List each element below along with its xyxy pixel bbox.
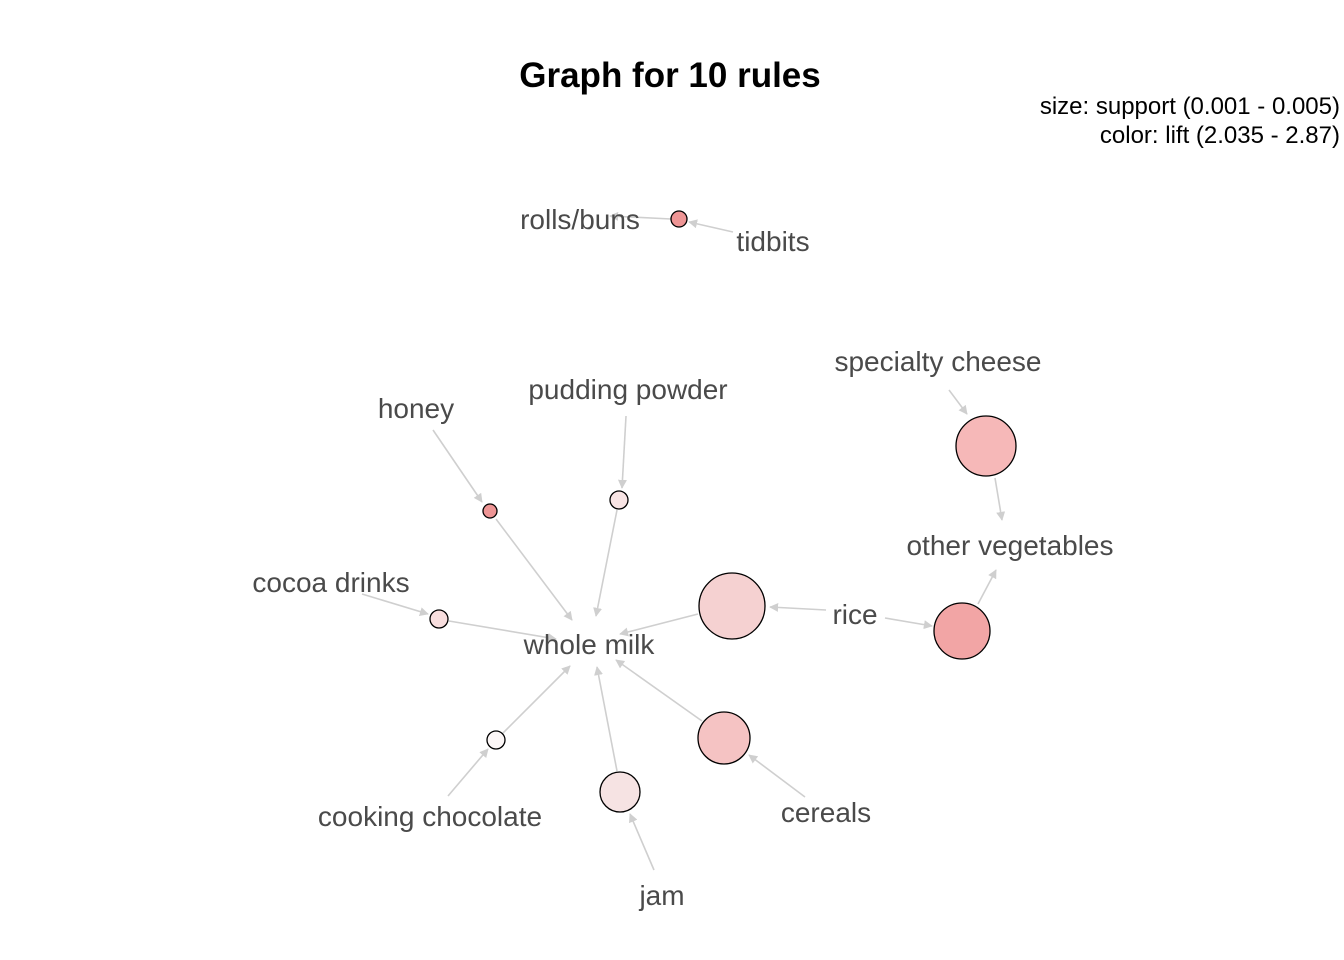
item-label-other-vegetables: other vegetables — [906, 530, 1113, 561]
edge-r1-to-rolls-buns — [609, 211, 672, 221]
rule-node-r7[interactable] — [429, 609, 449, 629]
item-label-specialty-cheese: specialty cheese — [834, 346, 1041, 377]
edge-honey-to-r6 — [432, 429, 483, 503]
edge-r10-to-whole-milk — [594, 666, 618, 772]
edge-specialty-cheese-to-r2 — [948, 389, 968, 415]
edge-cocoa-drinks-to-r7 — [361, 593, 429, 616]
item-label-rice: rice — [832, 599, 877, 630]
edge-r2-to-other-vegetables — [994, 477, 1006, 521]
item-label-tidbits: tidbits — [736, 226, 809, 257]
edge-cooking-chocolate-to-r8 — [447, 748, 489, 797]
rule-node-r6[interactable] — [482, 503, 498, 519]
rule-node-r2[interactable] — [955, 415, 1017, 477]
item-label-pudding-powder: pudding powder — [528, 374, 727, 405]
item-label-cocoa-drinks: cocoa drinks — [252, 567, 409, 598]
item-label-whole-milk: whole milk — [523, 629, 656, 660]
item-label-cereals: cereals — [781, 797, 871, 828]
edge-r4-to-whole-milk — [619, 613, 699, 637]
legend-color: color: lift (2.035 - 2.87) — [1099, 122, 1340, 149]
edge-jam-to-r10 — [629, 813, 655, 871]
legend-size: size: support (0.001 - 0.005) — [1039, 93, 1340, 120]
edge-rice-to-r4 — [769, 602, 827, 612]
rule-node-r5[interactable] — [609, 490, 629, 510]
rule-node-r3[interactable] — [933, 602, 991, 660]
rule-node-r4[interactable] — [698, 572, 766, 640]
edge-r7-to-whole-milk — [448, 620, 557, 643]
edge-pudding-powder-to-r5 — [617, 415, 627, 489]
rule-node-r10[interactable] — [599, 771, 641, 813]
edge-r6-to-whole-milk — [495, 518, 573, 621]
item-labels: rolls/buns tidbits specialty cheese pudding… — [252, 204, 1113, 911]
rule-node-r8[interactable] — [486, 730, 506, 750]
edge-r5-to-whole-milk — [593, 509, 618, 617]
edge-rice-to-r3 — [884, 617, 933, 630]
edges — [361, 211, 1006, 871]
edge-cereals-to-r9 — [748, 754, 806, 798]
item-label-rolls-buns: rolls/buns — [520, 204, 640, 235]
edge-r3-to-other-vegetables — [977, 569, 997, 605]
item-label-jam: jam — [638, 880, 684, 911]
edge-tidbits-to-r1 — [688, 219, 734, 233]
item-label-cooking-chocolate: cooking chocolate — [318, 801, 542, 832]
rule-node-r1[interactable] — [670, 210, 688, 228]
rule-node-r9[interactable] — [697, 711, 751, 765]
edge-r8-to-whole-milk — [502, 665, 571, 734]
item-label-honey: honey — [378, 393, 454, 424]
graph-title: Graph for 10 rules — [519, 56, 821, 95]
rule-nodes — [429, 210, 1017, 813]
edge-r9-to-whole-milk — [615, 659, 703, 722]
